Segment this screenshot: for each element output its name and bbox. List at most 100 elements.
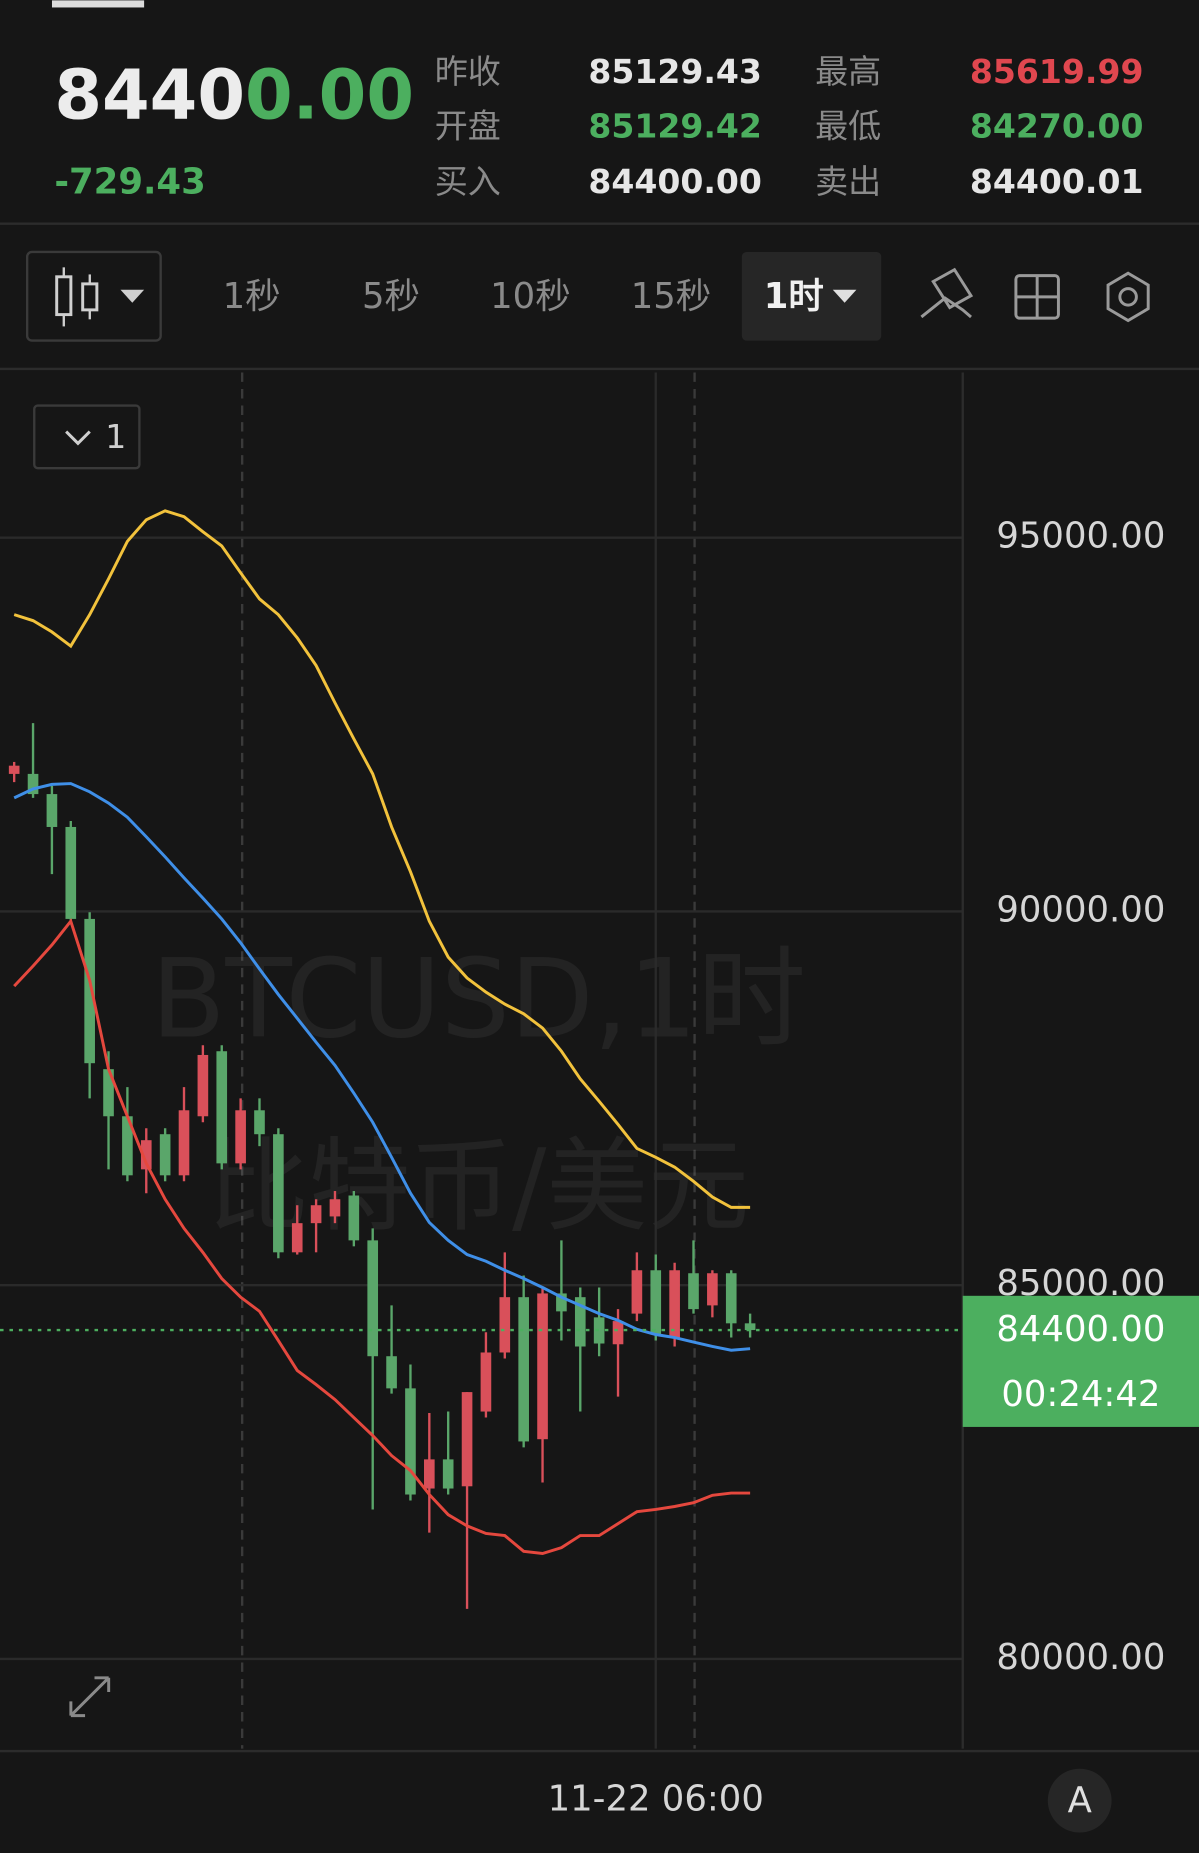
indicator-selector[interactable]: 1 — [33, 404, 141, 470]
icon — [1015, 275, 1059, 319]
candle-body — [8, 765, 20, 774]
candle-body — [424, 1459, 435, 1489]
last-price: 84400.00 — [54, 55, 414, 135]
candle-body — [688, 1273, 699, 1310]
layout-button[interactable] — [1014, 274, 1060, 320]
dropdown-arrow — [832, 289, 857, 303]
plot — [0, 372, 963, 1749]
candle-body — [537, 1293, 548, 1440]
candle-body — [480, 1352, 492, 1412]
candle-body — [631, 1270, 643, 1314]
candle-body — [122, 1116, 133, 1176]
candle-body — [329, 1199, 341, 1217]
chart-type-button[interactable] — [25, 250, 162, 342]
candle-body — [386, 1356, 397, 1389]
stat-label: 卖出 — [815, 162, 881, 201]
candle-body — [159, 1134, 171, 1176]
price-change: -729.43 — [54, 161, 205, 202]
interval-tab[interactable]: 1秒 — [223, 276, 281, 317]
indicator-line — [13, 918, 751, 1556]
selected-interval[interactable]: 1时 — [741, 251, 882, 341]
price-tag-label: 84400.00 — [996, 1309, 1165, 1350]
stat-label: 昨收 — [435, 52, 501, 91]
stat-label: 开盘 — [435, 106, 501, 145]
candle-body — [725, 1273, 737, 1324]
chevron — [65, 430, 91, 446]
stat-value: 85129.43 — [588, 52, 762, 91]
button-circle — [1047, 1768, 1112, 1833]
candle-body — [707, 1273, 718, 1306]
candle-body — [461, 1392, 473, 1487]
candle-body — [669, 1270, 680, 1338]
stat-label: 买入 — [435, 162, 501, 201]
candle-body — [235, 1110, 246, 1164]
candle-body — [650, 1270, 662, 1335]
watermark: 比特币/美元 — [207, 1127, 749, 1245]
selector-label: 1 — [105, 417, 126, 456]
stat-value: 84400.01 — [970, 162, 1144, 201]
icon — [81, 282, 99, 312]
countdown: 00:24:42 — [1001, 1374, 1160, 1415]
interval-tab[interactable]: 15秒 — [631, 276, 712, 317]
auto-scale-button[interactable]: A — [1047, 1768, 1112, 1833]
candle-body — [65, 826, 77, 919]
y-tick-label: 80000.00 — [996, 1637, 1165, 1678]
stat-value: 84400.00 — [588, 162, 762, 201]
interval-tab[interactable]: 5秒 — [362, 276, 420, 317]
draw-tool-button[interactable] — [920, 267, 974, 319]
candle-body — [254, 1110, 265, 1135]
settings-button[interactable] — [1106, 271, 1150, 323]
icon — [69, 1676, 111, 1718]
candle-body — [103, 1069, 114, 1117]
candle-body — [291, 1223, 303, 1253]
candle-body — [310, 1205, 322, 1224]
candle-body — [442, 1459, 454, 1489]
indicator-line — [13, 782, 751, 1352]
tab-indicator — [51, 0, 145, 8]
candle-body — [140, 1140, 152, 1170]
stat-value: 85129.42 — [588, 106, 762, 145]
interval-label: 1时 — [764, 276, 824, 317]
button-label: A — [1068, 1780, 1092, 1821]
stat-label: 最高 — [815, 52, 881, 91]
price-tag — [962, 1295, 1199, 1427]
icon — [920, 267, 974, 319]
watermark: BTCUSD,1时 — [151, 936, 806, 1063]
indicator-line — [13, 509, 751, 1209]
candle-body — [27, 773, 39, 795]
candle-body — [574, 1297, 586, 1347]
candle-body — [499, 1297, 511, 1353]
stats: 昨收 85129.43 开盘 85129.42 买入 84400.00 最高 8… — [435, 52, 1144, 201]
icon — [1106, 271, 1150, 323]
interval-tab[interactable]: 10秒 — [490, 276, 571, 317]
candle-body — [405, 1388, 416, 1495]
stat-value: 84270.00 — [970, 106, 1144, 145]
candle-body — [593, 1317, 605, 1344]
candle-body — [556, 1293, 567, 1312]
dropdown-arrow — [120, 289, 145, 303]
stat-label: 最低 — [815, 106, 881, 145]
candle-body — [518, 1297, 529, 1442]
candle-body — [367, 1240, 379, 1357]
expand-button[interactable] — [69, 1676, 111, 1718]
stat-value: 85619.99 — [970, 52, 1144, 91]
y-tick-label: 90000.00 — [996, 889, 1165, 930]
candle-body — [216, 1051, 228, 1164]
selector-frame — [33, 404, 141, 470]
candle-body — [46, 794, 58, 827]
icon — [55, 275, 73, 317]
button-frame — [25, 250, 162, 342]
candle-body — [348, 1195, 360, 1241]
candle-body — [178, 1110, 190, 1176]
icon — [1118, 287, 1138, 307]
candle-body — [612, 1321, 624, 1345]
candle-body — [273, 1134, 284, 1253]
x-tick-label: 11-22 06:00 — [548, 1779, 764, 1820]
candle-body — [84, 918, 95, 1064]
candle-body — [744, 1323, 756, 1331]
candle-body — [197, 1054, 209, 1117]
y-tick-label: 95000.00 — [996, 516, 1165, 557]
